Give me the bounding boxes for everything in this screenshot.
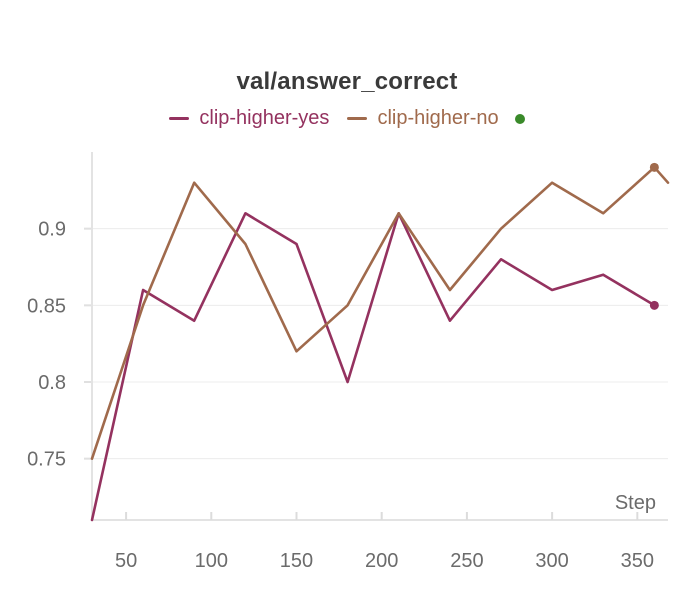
x-tick-label: 350 [621, 550, 654, 572]
x-tick-label: 250 [450, 550, 483, 572]
series-line-clip-higher-yes[interactable] [90, 212, 656, 522]
x-axis-title: Step [615, 492, 656, 514]
series-line-clip-higher-no[interactable] [90, 166, 670, 461]
x-tick-label: 150 [280, 550, 313, 572]
x-tick-label: 50 [115, 550, 137, 572]
legend-label-clip-higher-no: clip-higher-no [377, 107, 499, 129]
y-tick-label: 0.9 [38, 219, 66, 241]
run-status-dot-icon [514, 113, 525, 124]
legend-item-clip-higher-yes[interactable]: clip-higher-yes [169, 107, 329, 130]
legend: clip-higher-yes clip-higher-no [0, 107, 694, 130]
legend-label-clip-higher-yes: clip-higher-yes [199, 107, 330, 129]
y-tick-label: 0.75 [27, 449, 66, 471]
y-tick-label: 0.8 [38, 372, 66, 394]
legend-swatch-clip-higher-no [347, 117, 368, 120]
x-tick-label: 100 [195, 550, 228, 572]
legend-item-clip-higher-no[interactable]: clip-higher-no [347, 107, 525, 130]
x-tick-label: 300 [535, 550, 568, 572]
legend-swatch-clip-higher-yes [169, 117, 190, 120]
x-tick-label: 200 [365, 550, 398, 572]
y-tick-label: 0.85 [27, 295, 66, 317]
series-end-marker-clip-higher-yes [649, 300, 659, 310]
series-group [90, 166, 670, 522]
chart-title: val/answer_correct [236, 68, 458, 95]
series-end-marker-clip-higher-no [649, 162, 659, 172]
